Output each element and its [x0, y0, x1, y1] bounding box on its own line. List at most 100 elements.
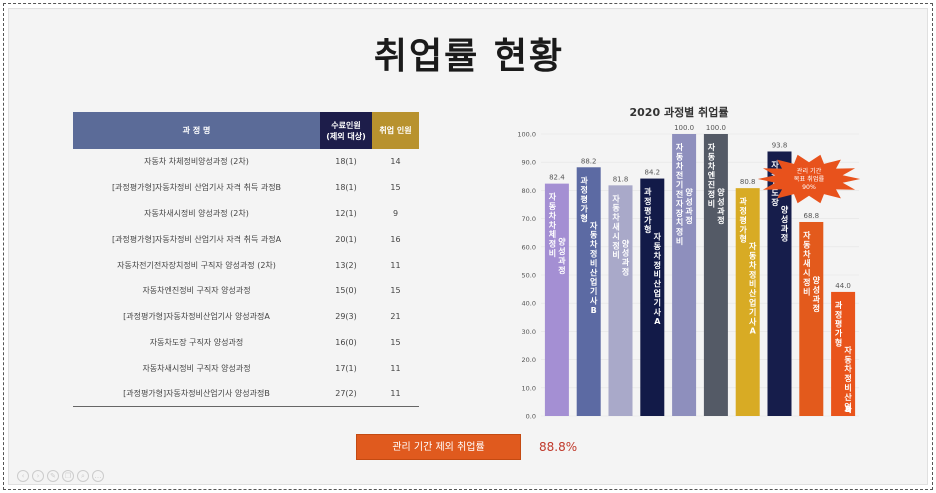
cell-course: 자동차전기전자장치정비 구직자 양성과정 (2차)	[117, 260, 276, 270]
header-course: 과 정 명	[73, 112, 320, 149]
bar	[640, 178, 665, 416]
target-rate-burst	[757, 154, 861, 204]
cell-completed: 27(2)	[320, 381, 372, 408]
cell-course: [과정평가형]자동차정비산업기사 양성과정A	[123, 312, 270, 322]
header-completed-line2: (제외 대상)	[326, 131, 366, 141]
burst-label: 90%	[802, 184, 816, 191]
bar-value-label: 68.8	[804, 212, 820, 220]
cell-course: 자동차새시정비 양성과정 (2차)	[144, 208, 249, 218]
table-row: 자동차 차체정비양성과정 (2차) 18(1) 14	[73, 149, 419, 175]
bar	[735, 188, 760, 416]
bar-value-label: 80.8	[740, 178, 756, 186]
bar-value-label: 81.8	[613, 175, 629, 183]
cell-employed: 11	[372, 381, 419, 408]
cell-course: [과정평가형]자동차정비 산업기사 자격 취득 과정B	[111, 183, 282, 193]
cell-employed: 14	[390, 157, 401, 167]
bar	[608, 185, 633, 416]
bar	[672, 134, 697, 416]
cell-employed: 9	[392, 208, 399, 218]
cell-employed: 11	[390, 260, 401, 270]
y-tick-label: 0.0	[526, 413, 536, 421]
table-row: 자동차새시정비 구직자 양성과정 17(1) 11	[73, 355, 419, 381]
employment-rate-chart: 2020 과정별 취업률 0.0 10.0 20.0 30.0 40.0 50.0 60.0 7…	[517, 105, 861, 421]
cell-employed: 16	[390, 234, 401, 244]
next-icon[interactable]: ›	[32, 470, 44, 482]
window-frame	[3, 3, 933, 490]
cell-completed: 29(3)	[335, 312, 357, 322]
cell-completed: 12(1)	[335, 208, 357, 218]
table-header-row: 과 정 명 수료인원 (제외 대상) 취업 인원	[73, 112, 419, 149]
bar	[544, 183, 569, 416]
cell-completed: 17(1)	[335, 363, 357, 373]
y-tick-label: 60.0	[522, 243, 536, 251]
bar-value-label: 82.4	[549, 174, 565, 182]
cell-course: 자동차엔진정비 구직자 양성과정	[142, 286, 251, 296]
table-row: [과정평가형]자동차정비 산업기사 자격 취득 과정A 20(1) 16	[73, 226, 419, 252]
y-tick-label: 50.0	[522, 272, 536, 280]
summary-banner: 관리 기간 제외 취업률	[356, 434, 521, 460]
bar	[703, 134, 728, 416]
header-completed-line1: 수료인원	[331, 120, 361, 130]
cell-course: [과정평가형]자동차정비산업기사 양성과정B	[73, 381, 320, 408]
bar-value-label: 84.2	[645, 169, 661, 177]
y-tick-label: 90.0	[522, 159, 536, 167]
header-employed: 취업 인원	[372, 112, 419, 149]
pen-icon[interactable]: ✎	[47, 470, 59, 482]
y-tick-label: 10.0	[522, 384, 536, 392]
cell-completed: 15(0)	[335, 286, 357, 296]
y-tick-label: 20.0	[522, 356, 536, 364]
y-tick-label: 100.0	[517, 131, 536, 139]
more-icon[interactable]: …	[92, 470, 104, 482]
slide: 취업률 현황 과 정 명 수료인원 (제외 대상) 취업 인원 자동차 차체정비양…	[8, 8, 928, 485]
cell-course: [과정평가형]자동차정비 산업기사 자격 취득 과정A	[111, 234, 282, 244]
header-completed: 수료인원 (제외 대상)	[320, 112, 372, 149]
cell-completed: 18(1)	[335, 157, 357, 167]
cell-employed: 21	[390, 312, 401, 322]
slideshow-toolbar: ‹ › ✎ ❐ ⌕ …	[17, 470, 104, 482]
table-row: 자동차엔진정비 구직자 양성과정 15(0) 15	[73, 278, 419, 304]
y-tick-label: 40.0	[522, 300, 536, 308]
chart-title: 2020 과정별 취업률	[630, 105, 729, 119]
bar-value-label: 100.0	[674, 124, 694, 132]
table-row: [과정평가형]자동차정비 산업기사 자격 취득 과정B 18(1) 15	[73, 175, 419, 201]
cell-employed: 15	[390, 337, 401, 347]
cell-completed: 18(1)	[335, 183, 357, 193]
bar-value-label: 44.0	[835, 282, 851, 290]
bar-value-label: 88.2	[581, 157, 597, 165]
burst-label: 관리 기간	[797, 167, 822, 175]
bar	[576, 167, 601, 416]
bar-value-label: 100.0	[706, 124, 726, 132]
y-tick-label: 70.0	[522, 215, 536, 223]
bar	[831, 291, 856, 416]
cell-completed: 13(2)	[335, 260, 357, 270]
zoom-icon[interactable]: ⌕	[77, 470, 89, 482]
copy-icon[interactable]: ❐	[62, 470, 74, 482]
slide-title: 취업률 현황	[373, 36, 565, 77]
cell-course: 자동차 차체정비양성과정 (2차)	[144, 157, 249, 167]
cell-course: 자동차도장 구직자 양성과정	[149, 337, 244, 347]
table-row: 자동차전기전자장치정비 구직자 양성과정 (2차) 13(2) 11	[73, 252, 419, 278]
cell-completed: 16(0)	[335, 337, 357, 347]
table-row: 자동차새시정비 양성과정 (2차) 12(1) 9	[73, 201, 419, 227]
y-tick-label: 80.0	[522, 187, 536, 195]
prev-icon[interactable]: ‹	[17, 470, 29, 482]
cell-course: 자동차새시정비 구직자 양성과정	[142, 363, 251, 373]
bar	[799, 221, 824, 416]
bar-value-label: 93.8	[772, 141, 788, 149]
